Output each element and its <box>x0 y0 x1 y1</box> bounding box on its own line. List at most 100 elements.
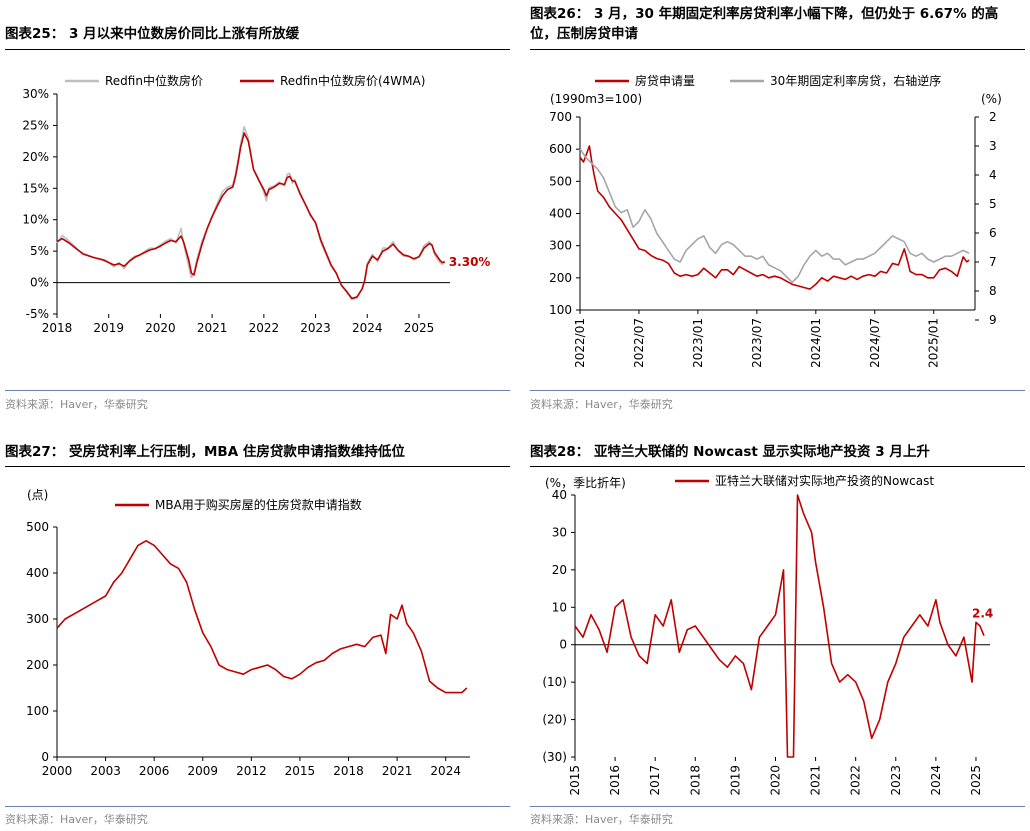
x-tick-label: 2000 <box>42 764 73 778</box>
data-annotation: 2.4 <box>972 607 993 621</box>
series-line-1 <box>56 540 468 694</box>
y-axis-unit: (点) <box>27 488 48 502</box>
x-tick-label: 2022 <box>249 321 280 335</box>
x-tick-label: 2018 <box>42 321 73 335</box>
y-tick-label: 10 <box>552 600 567 614</box>
y-tick-label: 15% <box>22 181 49 195</box>
y-tick-label: -5% <box>26 307 49 321</box>
y-tick-label: 700 <box>549 110 572 124</box>
x-tick-label: 2021 <box>809 765 823 796</box>
x-tick-label: 2022/07 <box>632 318 646 368</box>
y2-tick-label: 6 <box>989 226 997 240</box>
source-rule <box>5 390 510 391</box>
y-axis-unit: (1990m3=100) <box>550 92 642 106</box>
x-tick-label: 2019 <box>728 765 742 796</box>
y-tick-label: 30% <box>22 87 49 101</box>
panel-title: 图表27： 受房贷利率上行压制，MBA 住房贷款申请指数维持低位 <box>5 444 405 460</box>
x-tick-label: 2024 <box>929 765 943 796</box>
y-tick-label: 200 <box>549 271 572 285</box>
y-tick-label: (20) <box>542 713 567 727</box>
x-tick-label: 2012 <box>236 764 267 778</box>
x-tick-label: 2022/01 <box>573 318 587 368</box>
y-tick-label: 400 <box>26 566 49 580</box>
source-rule <box>530 806 1025 807</box>
x-tick-label: 2024 <box>352 321 383 335</box>
y2-tick-label: 2 <box>989 110 997 124</box>
legend-label: 亚特兰大联储对实际地产投资的Nowcast <box>715 473 934 488</box>
x-tick-label: 2025/01 <box>927 318 941 368</box>
x-tick-label: 2015 <box>285 764 316 778</box>
x-tick-label: 2024/01 <box>809 318 823 368</box>
x-tick-label: 2019 <box>93 321 124 335</box>
panel-chart-25: 图表25： 3 月以来中位数房价同比上涨有所放缓 30% 25% 20% 15% 10%… <box>5 0 510 415</box>
source-rule <box>5 806 510 807</box>
panel-title: 图表25： 3 月以来中位数房价同比上涨有所放缓 <box>5 26 300 42</box>
legend-label: 房贷申请量 <box>635 73 695 88</box>
y-tick-label: 40 <box>552 488 567 502</box>
title-rule <box>5 49 510 50</box>
panel-chart-28: 图表28： 亚特兰大联储的 Nowcast 显示实际地产投资 3 月上升 40 3… <box>530 415 1025 831</box>
y-tick-label: 0% <box>30 276 49 290</box>
y-tick-label: 600 <box>549 142 572 156</box>
y-tick-label: 100 <box>549 303 572 317</box>
x-tick-label: 2024 <box>430 764 461 778</box>
y-tick-label: 10% <box>22 213 49 227</box>
x-tick-label: 2021 <box>197 321 228 335</box>
source-note: 资料来源：Haver，华泰研究 <box>530 813 673 826</box>
y-tick-label: 100 <box>26 704 49 718</box>
y2-tick-label: 7 <box>989 255 997 269</box>
y-tick-label: (10) <box>542 675 567 689</box>
x-tick-label: 2025 <box>969 765 983 796</box>
title-rule <box>5 466 510 467</box>
chart-canvas: 30% 25% 20% 15% 10% 5% 0% -5%2018 2019 2020 2021 20… <box>22 73 491 335</box>
y-tick-label: 500 <box>549 174 572 188</box>
series-line-1 <box>574 494 985 758</box>
title-rule <box>530 49 1025 50</box>
y-axis-unit: (%，季比折年) <box>545 475 626 490</box>
chart-canvas: 40 30 20 10 0 (10) (20) (30)2015 2016 2017 2018 201… <box>542 473 993 796</box>
y2-tick-label: 8 <box>989 284 997 298</box>
y2-tick-label: 5 <box>989 197 997 211</box>
y-tick-label: 20% <box>22 150 49 164</box>
x-tick-label: 2015 <box>568 765 582 796</box>
y-tick-label: 20 <box>552 563 567 577</box>
chart-canvas: 700 600 500 400 300 200 100 2 3 4 5 6 7 8 9 2022/01 2022… <box>549 73 1002 368</box>
x-tick-label: 2018 <box>688 765 702 796</box>
y-tick-label: 0 <box>559 638 567 652</box>
y-tick-label: 400 <box>549 207 572 221</box>
series-line-1 <box>579 145 970 290</box>
y-tick-label: 500 <box>26 520 49 534</box>
panel-title: 图表26： 3 月，30 年期固定利率房贷利率小幅下降，但仍处于 6.67% 的… <box>530 6 999 42</box>
y2-axis-unit: (%) <box>981 92 1002 106</box>
source-note: 资料来源：Haver，华泰研究 <box>5 398 148 411</box>
y-tick-label: (30) <box>542 750 567 764</box>
legend-label: 30年期固定利率房贷，右轴逆序 <box>770 73 941 88</box>
y2-tick-label: 4 <box>989 168 997 182</box>
y-tick-label: 300 <box>26 612 49 626</box>
source-note: 资料来源：Haver，华泰研究 <box>530 398 673 411</box>
legend-label: Redfin中位数房价 <box>105 73 203 88</box>
series-line-2 <box>56 132 446 300</box>
title-rule <box>530 466 1025 467</box>
x-tick-label: 2009 <box>187 764 218 778</box>
y-tick-label: 0 <box>41 750 49 764</box>
x-tick-label: 2023/01 <box>691 318 705 368</box>
x-tick-label: 2023/07 <box>750 318 764 368</box>
x-tick-label: 2024/07 <box>868 318 882 368</box>
panel-chart-26: 图表26： 3 月，30 年期固定利率房贷利率小幅下降，但仍处于 6.67% 的… <box>530 0 1025 415</box>
y2-tick-label: 9 <box>989 313 997 327</box>
data-annotation: 3.30% <box>449 255 491 269</box>
series-line-2 <box>579 148 970 284</box>
x-tick-label: 2021 <box>382 764 413 778</box>
x-tick-label: 2022 <box>849 765 863 796</box>
y-tick-label: 300 <box>549 239 572 253</box>
source-rule <box>530 390 1025 391</box>
x-tick-label: 2025 <box>404 321 435 335</box>
x-tick-label: 2016 <box>608 765 622 796</box>
panel-title: 图表28： 亚特兰大联储的 Nowcast 显示实际地产投资 3 月上升 <box>530 444 930 460</box>
y-tick-label: 30 <box>552 525 567 539</box>
y-tick-label: 25% <box>22 118 49 132</box>
x-tick-label: 2017 <box>648 765 662 796</box>
x-tick-label: 2023 <box>889 765 903 796</box>
